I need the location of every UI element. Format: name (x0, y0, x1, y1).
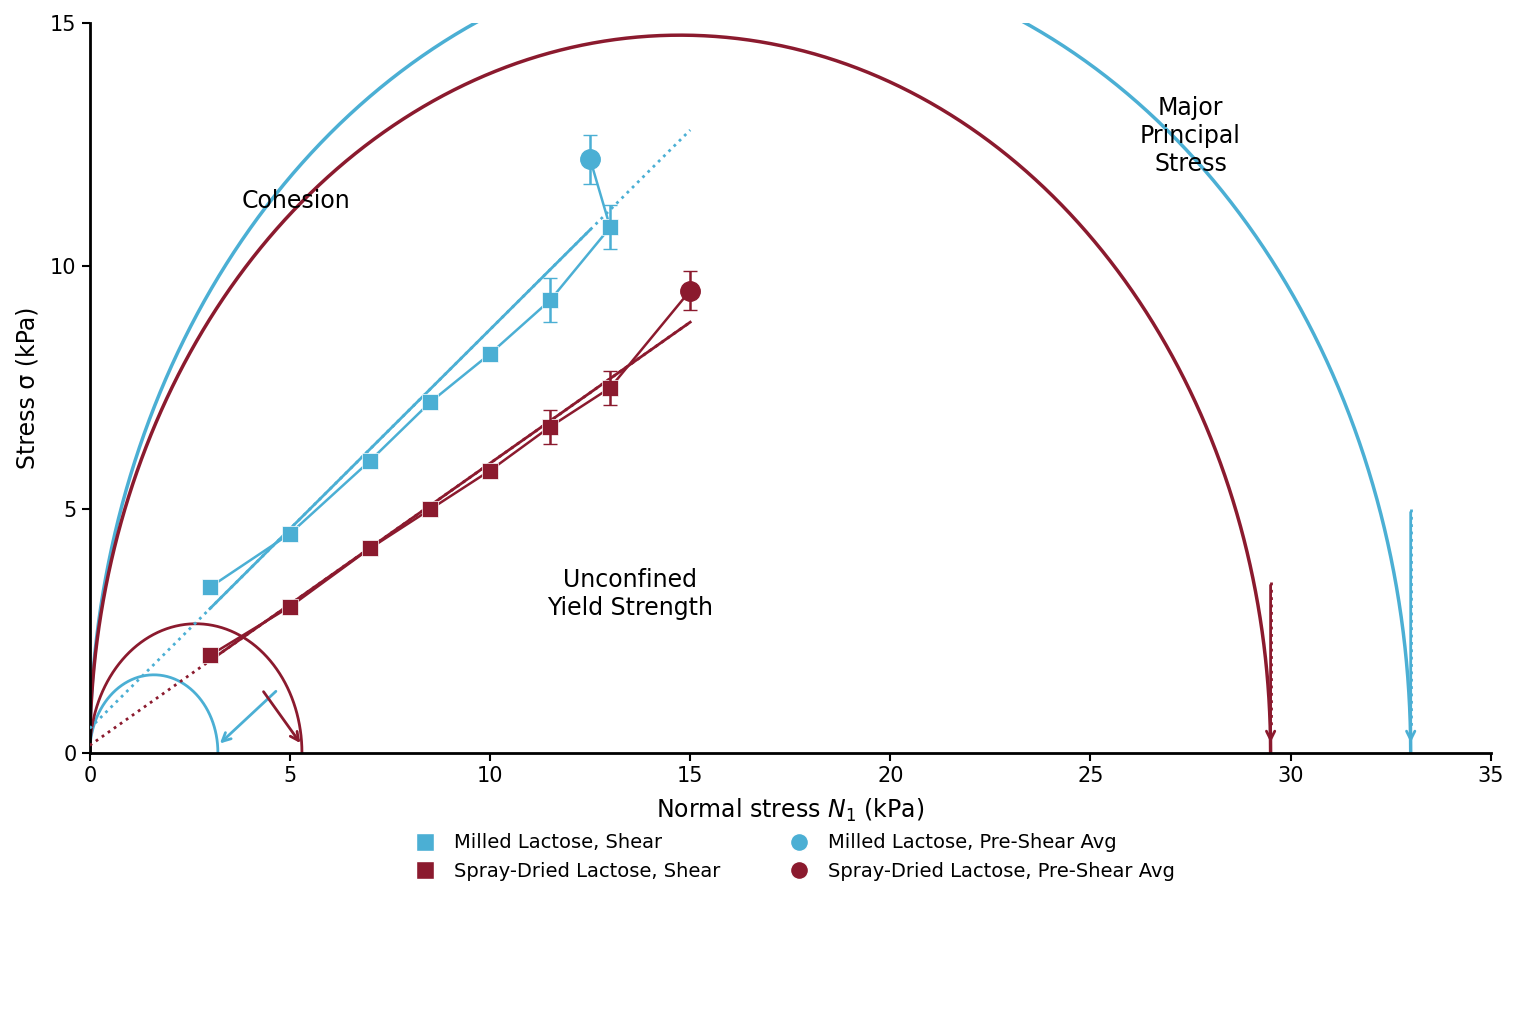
Text: Cohesion: Cohesion (242, 189, 351, 212)
Y-axis label: Stress σ (kPa): Stress σ (kPa) (15, 307, 39, 469)
X-axis label: Normal stress $N_1$ (kPa): Normal stress $N_1$ (kPa) (656, 797, 925, 824)
Legend: Milled Lactose, Shear, Spray-Dried Lactose, Shear, Milled Lactose, Pre-Shear Avg: Milled Lactose, Shear, Spray-Dried Lacto… (398, 826, 1182, 889)
Text: Unconfined
Yield Strength: Unconfined Yield Strength (547, 568, 712, 620)
Text: Major
Principal
Stress: Major Principal Stress (1141, 96, 1241, 176)
